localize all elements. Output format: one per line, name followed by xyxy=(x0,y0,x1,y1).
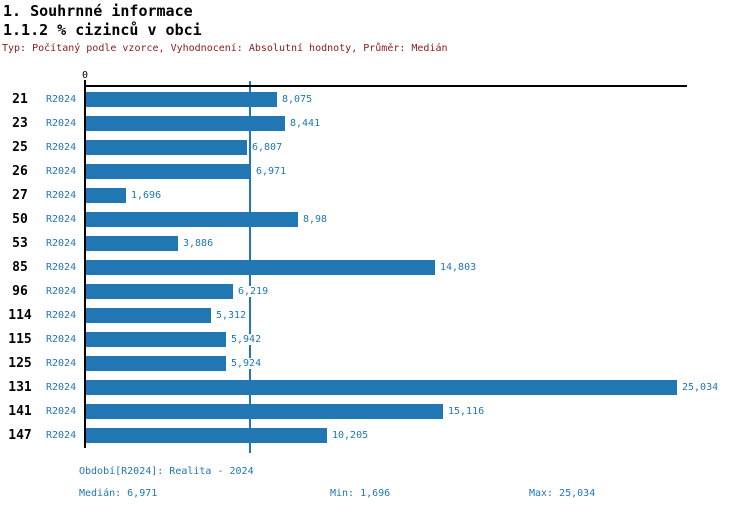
chart-row: 141 R2024 15,116 xyxy=(0,400,750,424)
footer-min-label: Min: 1,696 xyxy=(330,488,391,499)
row-series-label: R2024 xyxy=(46,430,77,441)
chart-row: 96 R2024 6,219 xyxy=(0,280,750,304)
bar xyxy=(86,428,327,443)
row-series-label: R2024 xyxy=(46,238,77,249)
bar-value-label: 8,441 xyxy=(289,118,322,129)
chart-meta-description: Typ: Počítaný podle vzorce, Vyhodnocení:… xyxy=(2,43,448,54)
row-category-label: 50 xyxy=(12,212,28,227)
bar xyxy=(86,92,277,107)
chart-row: 21 R2024 8,075 xyxy=(0,88,750,112)
chart-row: 53 R2024 3,886 xyxy=(0,232,750,256)
bar-value-label: 8,075 xyxy=(281,94,314,105)
row-series-label: R2024 xyxy=(46,382,77,393)
row-series-label: R2024 xyxy=(46,310,77,321)
row-category-label: 125 xyxy=(8,356,32,371)
row-category-label: 141 xyxy=(8,404,32,419)
row-series-label: R2024 xyxy=(46,94,77,105)
chart-row: 23 R2024 8,441 xyxy=(0,112,750,136)
bar-value-label: 8,98 xyxy=(302,214,329,225)
row-series-label: R2024 xyxy=(46,406,77,417)
row-category-label: 26 xyxy=(12,164,28,179)
axis-top-line xyxy=(84,85,687,87)
bar xyxy=(86,308,211,323)
footer-period-label: Období[R2024]: Realita - 2024 xyxy=(79,466,254,477)
row-series-label: R2024 xyxy=(46,118,77,129)
row-series-label: R2024 xyxy=(46,334,77,345)
chart-title: 1.1.2 % cizinců v obci xyxy=(3,21,202,39)
row-series-label: R2024 xyxy=(46,190,77,201)
bar-value-label: 5,924 xyxy=(230,358,263,369)
row-category-label: 114 xyxy=(8,308,32,323)
row-category-label: 53 xyxy=(12,236,28,251)
row-category-label: 85 xyxy=(12,260,28,275)
footer-max-label: Max: 25,034 xyxy=(529,488,596,499)
row-series-label: R2024 xyxy=(46,142,77,153)
chart-row: 115 R2024 5,942 xyxy=(0,328,750,352)
chart-row: 131 R2024 25,034 xyxy=(0,376,750,400)
bar xyxy=(86,116,285,131)
bar-value-label: 6,971 xyxy=(255,166,288,177)
bar-value-label: 5,942 xyxy=(230,334,263,345)
row-series-label: R2024 xyxy=(46,262,77,273)
bar xyxy=(86,260,435,275)
bar xyxy=(86,140,247,155)
bar xyxy=(86,380,677,395)
bar xyxy=(86,404,443,419)
bar xyxy=(86,188,126,203)
row-category-label: 21 xyxy=(12,92,28,107)
chart-row: 26 R2024 6,971 xyxy=(0,160,750,184)
row-series-label: R2024 xyxy=(46,286,77,297)
bar xyxy=(86,332,226,347)
bar xyxy=(86,236,178,251)
row-category-label: 25 xyxy=(12,140,28,155)
row-category-label: 115 xyxy=(8,332,32,347)
axis-zero-label: 0 xyxy=(81,70,89,81)
bar xyxy=(86,164,251,179)
chart-rows: 21 R2024 8,075 23 R2024 8,441 25 R2024 6,807 26 R2… xyxy=(0,88,750,448)
chart-row: 50 R2024 8,98 xyxy=(0,208,750,232)
bar-value-label: 1,696 xyxy=(130,190,163,201)
row-series-label: R2024 xyxy=(46,358,77,369)
chart-row: 114 R2024 5,312 xyxy=(0,304,750,328)
bar-value-label: 3,886 xyxy=(182,238,215,249)
row-series-label: R2024 xyxy=(46,166,77,177)
row-category-label: 23 xyxy=(12,116,28,131)
footer-median-label: Medián: 6,971 xyxy=(79,488,158,499)
chart-row: 125 R2024 5,924 xyxy=(0,352,750,376)
bar-value-label: 6,219 xyxy=(237,286,270,297)
row-category-label: 96 xyxy=(12,284,28,299)
row-category-label: 27 xyxy=(12,188,28,203)
bar-value-label: 14,803 xyxy=(439,262,478,273)
chart-row: 147 R2024 10,205 xyxy=(0,424,750,448)
chart-row: 25 R2024 6,807 xyxy=(0,136,750,160)
report-section-title: 1. Souhrnné informace xyxy=(3,2,193,20)
chart-row: 85 R2024 14,803 xyxy=(0,256,750,280)
bar-value-label: 6,807 xyxy=(251,142,284,153)
axis-vertical-line xyxy=(84,80,86,448)
bar-value-label: 25,034 xyxy=(681,382,720,393)
row-series-label: R2024 xyxy=(46,214,77,225)
bar xyxy=(86,356,226,371)
bar-value-label: 10,205 xyxy=(331,430,370,441)
bar-value-label: 5,312 xyxy=(215,310,248,321)
chart-row: 27 R2024 1,696 xyxy=(0,184,750,208)
bar-value-label: 15,116 xyxy=(447,406,486,417)
bar xyxy=(86,212,298,227)
row-category-label: 131 xyxy=(8,380,32,395)
bar xyxy=(86,284,233,299)
row-category-label: 147 xyxy=(8,428,32,443)
